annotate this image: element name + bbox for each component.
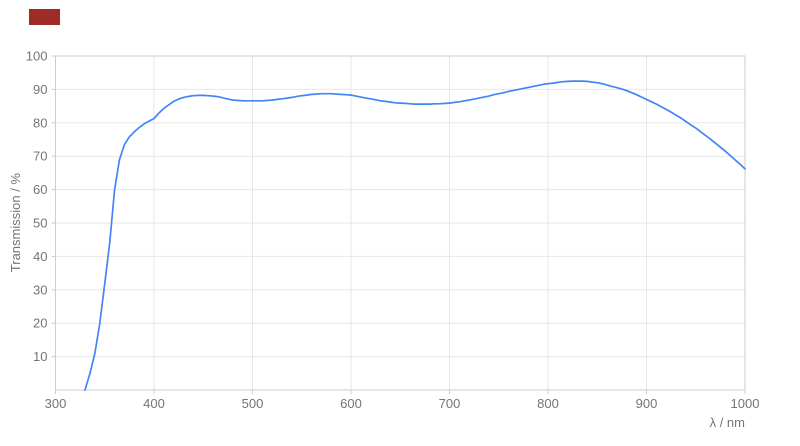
y-tick-label: 10 (33, 349, 47, 364)
x-tick-label: 900 (636, 396, 658, 411)
x-tick-label: 600 (340, 396, 362, 411)
y-tick-label: 70 (33, 149, 47, 164)
y-axis-title: Transmission / % (8, 173, 23, 273)
x-tick-label: 300 (45, 396, 67, 411)
y-tick-label: 40 (33, 249, 47, 264)
y-tick-label: 20 (33, 316, 47, 331)
y-tick-label: 80 (33, 115, 47, 130)
x-tick-label: 400 (143, 396, 165, 411)
y-tick-label: 100 (26, 49, 48, 64)
red-marker (29, 9, 60, 25)
x-tick-label: 1000 (731, 396, 760, 411)
x-tick-label: 700 (439, 396, 461, 411)
x-tick-label: 500 (242, 396, 264, 411)
series-line-transmission (84, 80, 746, 391)
y-tick-label: 90 (33, 82, 47, 97)
y-tick-label: 30 (33, 282, 47, 297)
x-tick-label: 800 (537, 396, 559, 411)
y-tick-label: 50 (33, 216, 47, 231)
x-axis-title: λ / nm (709, 415, 745, 430)
y-tick-label: 60 (33, 182, 47, 197)
y-axis-title-wrap: Transmission / % (8, 56, 23, 390)
